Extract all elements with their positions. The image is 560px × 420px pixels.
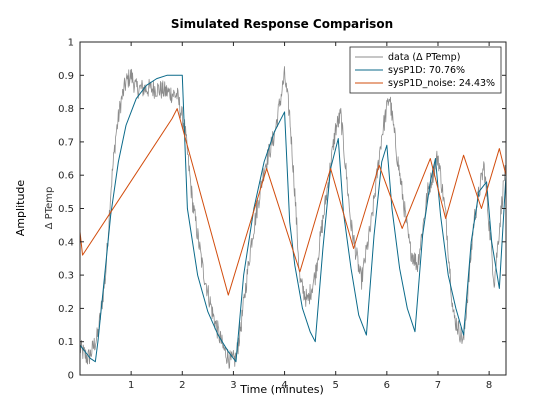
y-tick-label: 1 [68, 38, 74, 49]
series-sysp1d-line [79, 74, 507, 363]
x-ticks: 1 2 3 4 5 6 7 8 [128, 42, 492, 391]
x-axis-label: Time (minutes) [239, 383, 324, 396]
channel-label: Δ PTemp [44, 187, 55, 230]
series-sysp1d-noise-line [79, 108, 507, 296]
x-tick-label: 4 [281, 380, 287, 391]
y-tick-label: 0.2 [58, 304, 74, 315]
x-tick-label: 7 [435, 380, 441, 391]
series-layer [79, 66, 507, 369]
x-tick-label: 5 [333, 380, 339, 391]
y-tick-label: 0.1 [58, 337, 74, 348]
legend-label-sysp1d-noise: sysP1D_noise: 24.43% [388, 78, 495, 89]
y-tick-label: 0.3 [58, 271, 74, 282]
y-tick-label: 0.9 [58, 71, 74, 82]
chart-title: Simulated Response Comparison [171, 17, 393, 31]
x-tick-label: 8 [486, 380, 492, 391]
legend-label-sysp1d: sysP1D: 70.76% [388, 65, 465, 76]
y-tick-label: 0.4 [58, 237, 74, 248]
y-axis-label: Amplitude [14, 180, 27, 237]
y-ticks: 0 0.1 0.2 0.3 0.4 0.5 0.6 0.7 0.8 0.9 1 [58, 38, 506, 382]
x-tick-label: 1 [128, 380, 134, 391]
legend-label-data: data (Δ PTemp) [388, 52, 460, 63]
x-tick-label: 3 [230, 380, 236, 391]
legend: data (Δ PTemp) sysP1D: 70.76% sysP1D_noi… [349, 46, 502, 94]
plot-area [80, 42, 506, 375]
y-tick-label: 0.5 [58, 204, 74, 215]
y-tick-label: 0 [68, 371, 74, 382]
x-tick-label: 2 [179, 380, 185, 391]
x-tick-label: 6 [384, 380, 390, 391]
y-tick-label: 0.8 [58, 104, 74, 115]
y-tick-label: 0.6 [58, 171, 74, 182]
y-tick-label: 0.7 [58, 137, 74, 148]
